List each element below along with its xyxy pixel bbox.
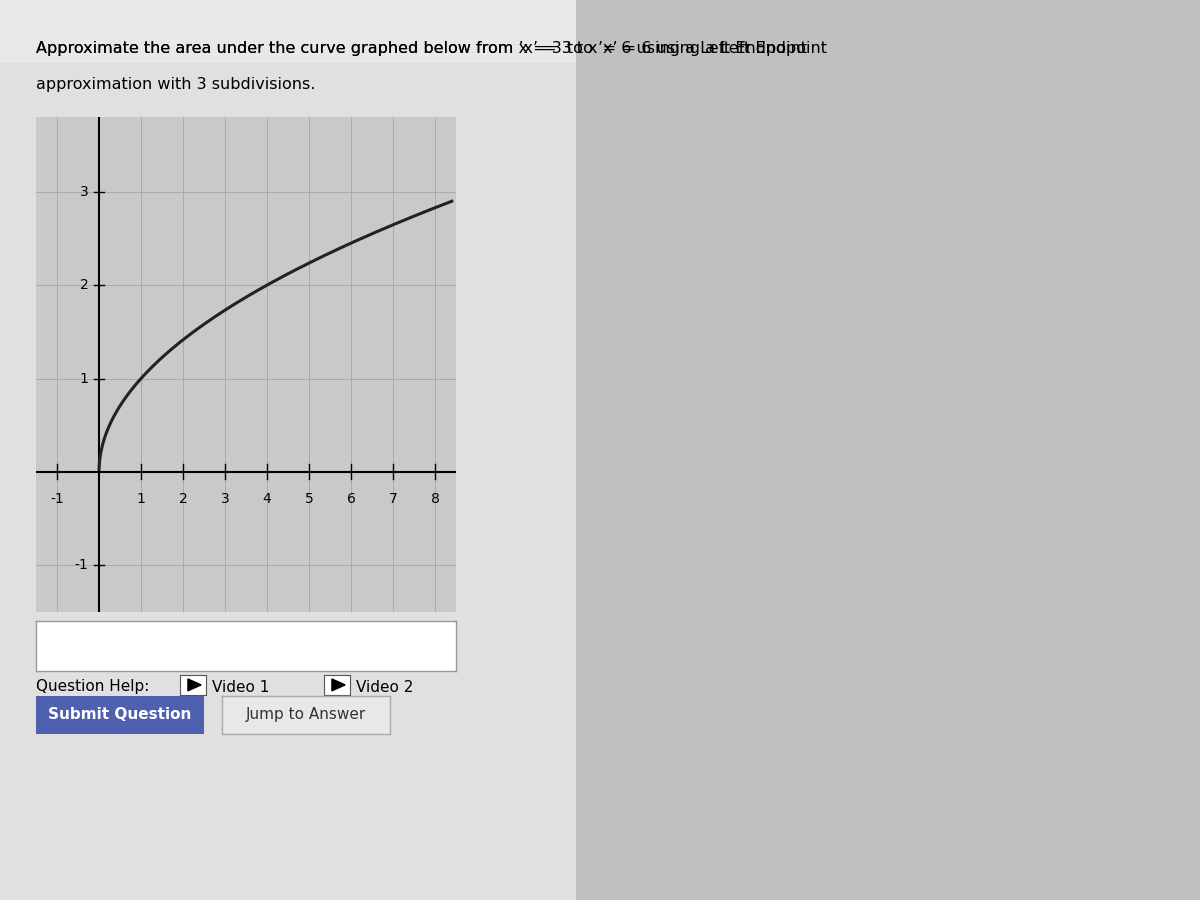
Polygon shape bbox=[188, 679, 202, 691]
Text: Video 1: Video 1 bbox=[212, 680, 270, 695]
Text: Approximate the area under the curve graphed below from ’x’ = 3 to ’x’ = 6 using: Approximate the area under the curve gra… bbox=[36, 40, 827, 56]
Text: 1: 1 bbox=[137, 492, 145, 507]
Text: 2: 2 bbox=[179, 492, 187, 507]
Text: 7: 7 bbox=[389, 492, 397, 507]
Text: 2: 2 bbox=[79, 278, 89, 293]
Text: 8: 8 bbox=[431, 492, 439, 507]
Text: Submit Question: Submit Question bbox=[48, 707, 192, 722]
Text: -1: -1 bbox=[74, 558, 89, 572]
Text: 4: 4 bbox=[263, 492, 271, 507]
Text: -1: -1 bbox=[50, 492, 64, 507]
Polygon shape bbox=[332, 679, 346, 691]
Text: approximation with 3 subdivisions.: approximation with 3 subdivisions. bbox=[36, 76, 316, 92]
Text: Jump to Answer: Jump to Answer bbox=[246, 707, 366, 722]
Text: 3: 3 bbox=[79, 184, 89, 199]
Text: 5: 5 bbox=[305, 492, 313, 507]
Text: Video 2: Video 2 bbox=[356, 680, 414, 695]
Text: Question Help:: Question Help: bbox=[36, 680, 149, 695]
Text: 1: 1 bbox=[79, 372, 89, 385]
Text: 6: 6 bbox=[347, 492, 355, 507]
Text: Approximate the area under the curve graphed below from x = 3 to x = 6 using a L: Approximate the area under the curve gra… bbox=[36, 40, 808, 56]
Text: 3: 3 bbox=[221, 492, 229, 507]
